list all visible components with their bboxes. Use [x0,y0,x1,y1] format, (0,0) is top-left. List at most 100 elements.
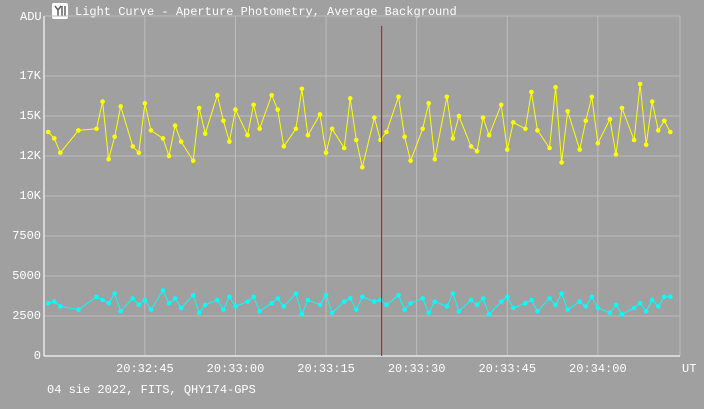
data-point [456,308,462,314]
data-point [631,137,637,143]
y-tick-label: 17K [19,69,41,83]
data-point [94,294,99,300]
data-point [281,144,287,149]
data-point [450,291,456,296]
data-point [323,292,329,298]
data-point [257,126,262,132]
x-tick-label: 20:34:00 [569,362,627,376]
data-point [631,305,637,311]
data-point [498,102,504,108]
data-point [347,296,353,301]
data-point [559,160,564,165]
data-point [420,296,426,301]
data-point [649,297,655,303]
data-point [51,299,57,304]
data-point [589,294,595,300]
data-point [589,94,595,100]
x-tick-label: 20:33:45 [478,362,536,376]
data-point [535,128,540,133]
data-point [45,129,51,135]
data-point [353,307,359,312]
data-point [227,139,232,144]
data-point [547,296,552,301]
data-point [106,300,111,306]
data-point [649,99,655,104]
data-point [474,148,480,154]
chart-title: Light Curve - Aperture Photometry, Avera… [75,5,457,19]
data-point [58,304,63,309]
data-point [408,158,413,164]
y-axis-label: ADU [20,10,42,24]
data-point [577,147,583,152]
data-point [444,94,450,100]
data-point [402,134,407,140]
data-point [450,136,456,141]
data-point [299,86,305,92]
data-point [637,300,643,306]
data-point [347,96,353,101]
data-point [269,92,275,98]
data-point [202,302,208,308]
data-point [510,305,516,311]
data-point [76,128,81,133]
data-point [468,297,474,303]
data-point [221,307,226,312]
data-point [565,307,570,312]
data-point [360,164,365,170]
data-point [577,299,583,304]
data-point [468,144,474,149]
data-point [275,296,281,301]
data-point [613,152,619,157]
x-tick-label: 20:32:45 [116,362,174,376]
series-line [47,83,671,168]
data-point [148,128,154,133]
data-point [233,107,238,112]
data-point [456,113,462,119]
data-point [510,120,516,125]
data-point [178,305,184,311]
data-point [136,150,142,156]
data-point [136,302,142,308]
data-point [498,299,504,304]
data-point [668,294,673,300]
data-point [420,126,426,132]
data-point [148,307,154,312]
data-point [317,112,323,117]
data-point [100,297,105,303]
data-point [196,105,202,111]
y-tick-label: 15K [19,109,41,123]
data-point [535,308,540,314]
data-point [293,126,299,132]
data-point [613,302,619,308]
data-point [480,296,486,301]
data-point [329,310,335,316]
data-point [619,312,625,317]
data-point [474,302,480,308]
data-point [106,156,111,162]
data-point [142,100,148,106]
data-point [408,300,413,306]
data-point [529,297,534,303]
data-point [293,291,299,296]
data-point [432,299,438,304]
data-point [372,299,377,304]
data-point [112,134,117,140]
data-point [607,116,613,122]
data-point [668,129,673,135]
data-point [58,150,63,156]
data-point [523,126,528,132]
data-point [215,92,220,98]
data-point [190,158,196,164]
data-point [396,292,401,298]
data-point [245,299,250,304]
data-point [94,126,99,132]
data-point [432,156,438,162]
x-tick-label: 20:33:00 [207,362,265,376]
y-tick-label: 2500 [12,309,41,323]
data-point [299,312,305,317]
y-tick-label: 5000 [12,269,41,283]
data-point [426,100,432,106]
data-point [305,132,311,138]
